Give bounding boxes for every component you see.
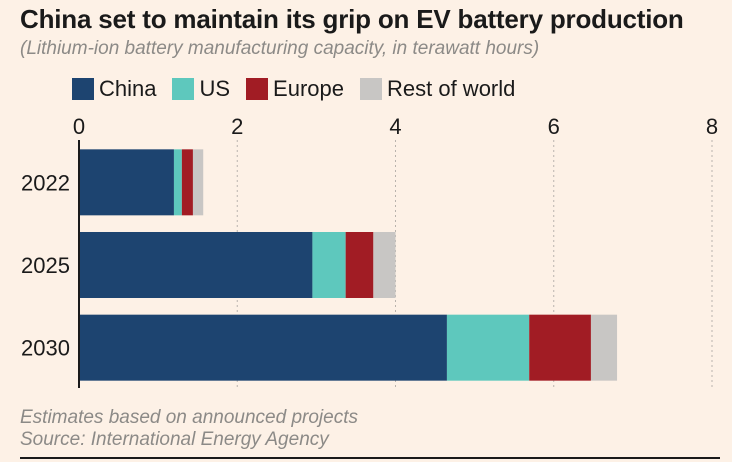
- bar-segment-rest-of-world-2022: [192, 149, 204, 216]
- y-category-label: 2025: [21, 253, 70, 278]
- bar-segment-china-2030: [79, 314, 447, 381]
- legend-label: Rest of world: [387, 76, 516, 101]
- legend-item-rest-of-world: Rest of world: [360, 76, 515, 102]
- bar-segment-rest-of-world-2025: [373, 232, 396, 298]
- legend-label: China: [99, 76, 157, 101]
- chart-subtitle: (Lithium-ion battery manufacturing capac…: [20, 38, 540, 59]
- chart-source: Source: International Energy Agency: [20, 429, 329, 450]
- bar-segment-china-2022: [79, 149, 174, 216]
- x-tick-label: 0: [73, 114, 85, 139]
- y-category-label: 2022: [21, 170, 70, 195]
- legend-swatch: [246, 78, 269, 100]
- bar-segment-us-2025: [312, 232, 346, 298]
- bar-segment-us-2030: [446, 314, 530, 381]
- legend: China US Europe Rest of world: [72, 76, 531, 102]
- legend-item-us: US: [172, 76, 230, 102]
- legend-swatch: [172, 78, 195, 100]
- y-category-label: 2030: [21, 336, 70, 361]
- legend-label: US: [199, 76, 231, 101]
- legend-item-china: China: [72, 76, 156, 102]
- legend-item-europe: Europe: [246, 76, 344, 102]
- bar-segment-europe-2030: [529, 314, 591, 381]
- legend-label: Europe: [273, 76, 344, 101]
- x-tick-label: 4: [389, 114, 401, 139]
- bar-segment-europe-2022: [181, 149, 193, 216]
- legend-swatch: [360, 78, 382, 100]
- bottom-rule: [20, 457, 720, 459]
- bar-segment-rest-of-world-2030: [590, 314, 618, 381]
- x-tick-label: 2: [231, 114, 243, 139]
- bar-segment-europe-2025: [345, 232, 374, 298]
- legend-swatch: [72, 78, 94, 100]
- bar-segment-us-2022: [173, 149, 182, 216]
- x-tick-label: 8: [706, 114, 718, 139]
- x-tick-label: 6: [548, 114, 560, 139]
- chart-note: Estimates based on announced projects: [20, 407, 358, 428]
- bar-segment-china-2025: [79, 232, 313, 298]
- chart-title: China set to maintain its grip on EV bat…: [20, 4, 684, 34]
